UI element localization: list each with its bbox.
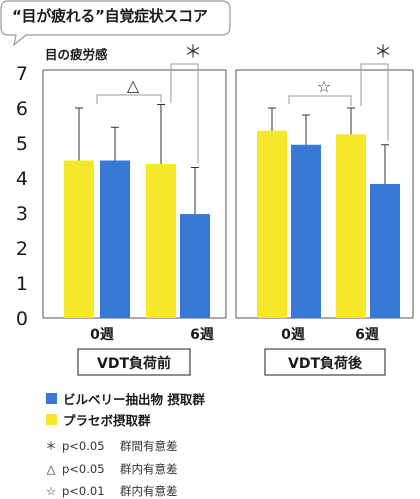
between-group-bracket xyxy=(360,63,389,141)
bar-placebo xyxy=(257,130,287,318)
bar-extract xyxy=(180,214,210,318)
title-speech-bubble xyxy=(0,0,231,46)
note-text: 群内有意差 xyxy=(120,462,178,476)
x-tick-label: 0週 xyxy=(90,327,114,343)
bar-extract xyxy=(291,144,321,318)
between-group-marker: ＊ xyxy=(184,42,202,63)
y-tick-label: 6 xyxy=(16,98,28,120)
y-tick-label: 1 xyxy=(16,273,28,295)
note-text: 群間有意差 xyxy=(120,439,178,453)
within-group-bracket xyxy=(288,95,352,106)
panel-label: VDT負荷前 xyxy=(97,355,171,372)
y-tick-label: 7 xyxy=(16,63,28,85)
legend-swatch-placebo xyxy=(46,414,57,425)
y-tick-label: 2 xyxy=(16,238,28,260)
y-tick-label: 3 xyxy=(16,203,28,225)
y-tick-label: 4 xyxy=(16,168,28,190)
y-axis-label: 目の疲労感 xyxy=(45,47,108,62)
bar-chart: 目の疲労感 0 1 2 3 4 5 6 7 0週 6週 VDT負荷前 △ ＊ 0週 6週 VDT負荷後 ☆ ＊ xyxy=(16,42,414,376)
note-between-group: ＊ p<0.05 群間有意差 xyxy=(44,438,178,454)
legend-item-extract: ビルベリー抽出物 摂取群 xyxy=(46,389,205,408)
chart-title: “目が疲れる”自覚症状スコア xyxy=(12,7,208,25)
legend-label-placebo: プラセボ摂取群 xyxy=(63,413,151,428)
between-group-marker: ＊ xyxy=(374,42,392,63)
y-tick-label: 5 xyxy=(16,133,28,155)
legend-swatch-extract xyxy=(46,393,57,404)
bar-placebo xyxy=(146,164,176,318)
note-within-group-05: △ p<0.05 群内有意差 xyxy=(44,461,178,477)
within-group-marker: △ xyxy=(127,76,140,95)
panel-label: VDT負荷後 xyxy=(288,355,363,372)
bar-extract xyxy=(100,160,130,318)
note-pvalue: p<0.01 xyxy=(62,484,105,498)
note-symbol: △ xyxy=(46,462,56,476)
within-group-marker: ☆ xyxy=(317,77,331,96)
legend-label-extract: ビルベリー抽出物 摂取群 xyxy=(63,392,205,407)
x-tick-label: 0週 xyxy=(281,327,305,343)
note-pvalue: p<0.05 xyxy=(62,462,105,476)
note-text: 群内有意差 xyxy=(120,484,178,498)
note-pvalue: p<0.05 xyxy=(62,439,105,453)
note-symbol: ＊ xyxy=(45,439,57,453)
legend-item-placebo: プラセボ摂取群 xyxy=(46,410,151,429)
within-group-bracket xyxy=(96,94,162,105)
y-tick-label: 0 xyxy=(16,308,28,330)
bar-placebo xyxy=(336,134,366,318)
x-tick-label: 6週 xyxy=(355,327,379,343)
panel-label-box xyxy=(77,348,191,376)
between-group-bracket xyxy=(170,63,199,164)
note-within-group-01: ☆ p<0.01 群内有意差 xyxy=(44,483,178,499)
bar-extract xyxy=(370,183,400,318)
x-tick-label: 6週 xyxy=(190,327,214,343)
panel-label-box xyxy=(264,348,386,376)
bar-placebo xyxy=(64,160,94,318)
note-symbol: ☆ xyxy=(45,484,57,498)
